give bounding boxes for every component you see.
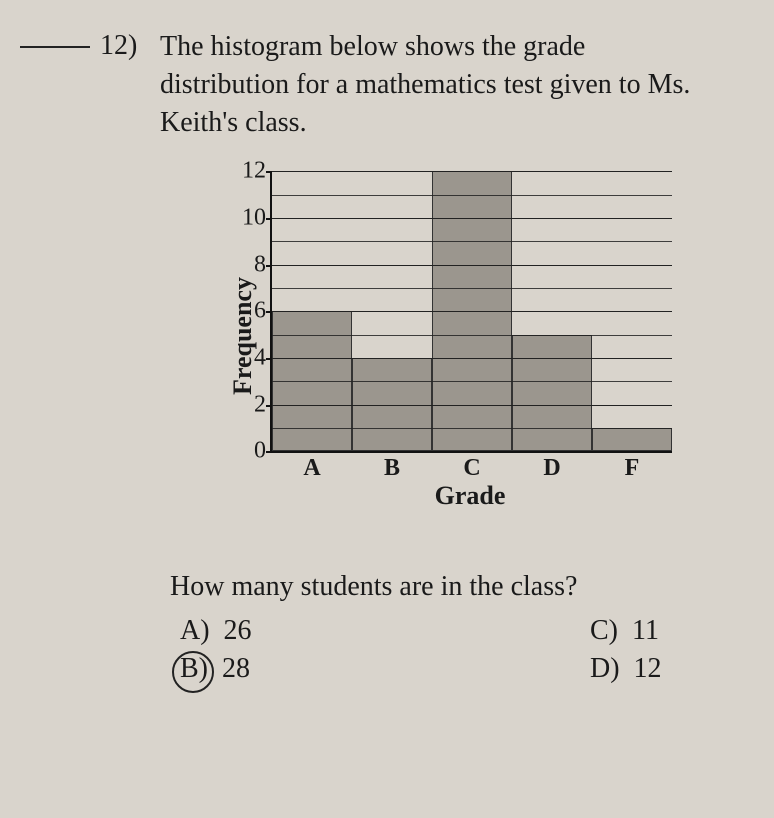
y-tick-label: 0	[226, 438, 272, 465]
answer-letter: C)	[590, 615, 618, 646]
grid-line	[272, 218, 672, 219]
answer-letter: A)	[180, 615, 210, 646]
grid-line	[272, 265, 672, 266]
y-tick-label: 4	[226, 345, 272, 372]
bar	[512, 335, 592, 452]
answer-row: A) 26 C) 11	[180, 615, 734, 647]
histogram-chart: Frequency ABCDF 024681012 Grade	[220, 171, 680, 501]
y-tick-label: 8	[226, 251, 272, 278]
grid-line	[272, 358, 672, 359]
question-prompt: The histogram below shows the grade dist…	[160, 28, 720, 141]
x-axis-label: Grade	[270, 481, 670, 511]
page: 12) The histogram below shows the grade …	[0, 0, 774, 818]
bar	[592, 428, 672, 451]
y-tick-label: 6	[226, 298, 272, 325]
answer-text: 11	[632, 615, 659, 646]
x-tick-label: B	[352, 451, 432, 482]
answer-choice-a: A) 26	[180, 615, 310, 647]
answer-text: 26	[224, 615, 252, 646]
x-tick-label: A	[272, 451, 352, 482]
grid-line-minor	[272, 335, 672, 336]
y-tick-label: 12	[226, 158, 272, 185]
grid-line	[272, 405, 672, 406]
sub-question: How many students are in the class?	[170, 571, 734, 603]
answer-choice-d: D) 12	[590, 653, 720, 685]
answer-text: 12	[634, 653, 662, 684]
y-tick-label: 10	[226, 205, 272, 232]
grid-line-minor	[272, 428, 672, 429]
answer-letter: D)	[590, 653, 620, 684]
y-axis-label: Frequency	[228, 277, 258, 395]
circled-answer-mark	[172, 651, 214, 693]
grid-line-minor	[272, 195, 672, 196]
answer-choice-b: B) 28	[180, 653, 310, 685]
plot-area: ABCDF 024681012	[270, 171, 672, 453]
x-tick-label: D	[512, 451, 592, 482]
x-tick-label: C	[432, 451, 512, 482]
grid-line-minor	[272, 241, 672, 242]
y-tick-label: 2	[226, 391, 272, 418]
answer-row: B) 28 D) 12	[180, 653, 734, 685]
question-header: 12) The histogram below shows the grade …	[20, 20, 734, 141]
answers-block: A) 26 C) 11 B) 28 D) 12	[180, 615, 734, 685]
question-number: 12)	[100, 30, 150, 62]
answer-choice-c: C) 11	[590, 615, 720, 647]
grid-line-minor	[272, 288, 672, 289]
grid-line	[272, 311, 672, 312]
x-tick-label: F	[592, 451, 672, 482]
grid-line-minor	[272, 381, 672, 382]
answer-text: 28	[222, 653, 250, 684]
answer-blank	[20, 46, 90, 48]
grid-line	[272, 171, 672, 172]
